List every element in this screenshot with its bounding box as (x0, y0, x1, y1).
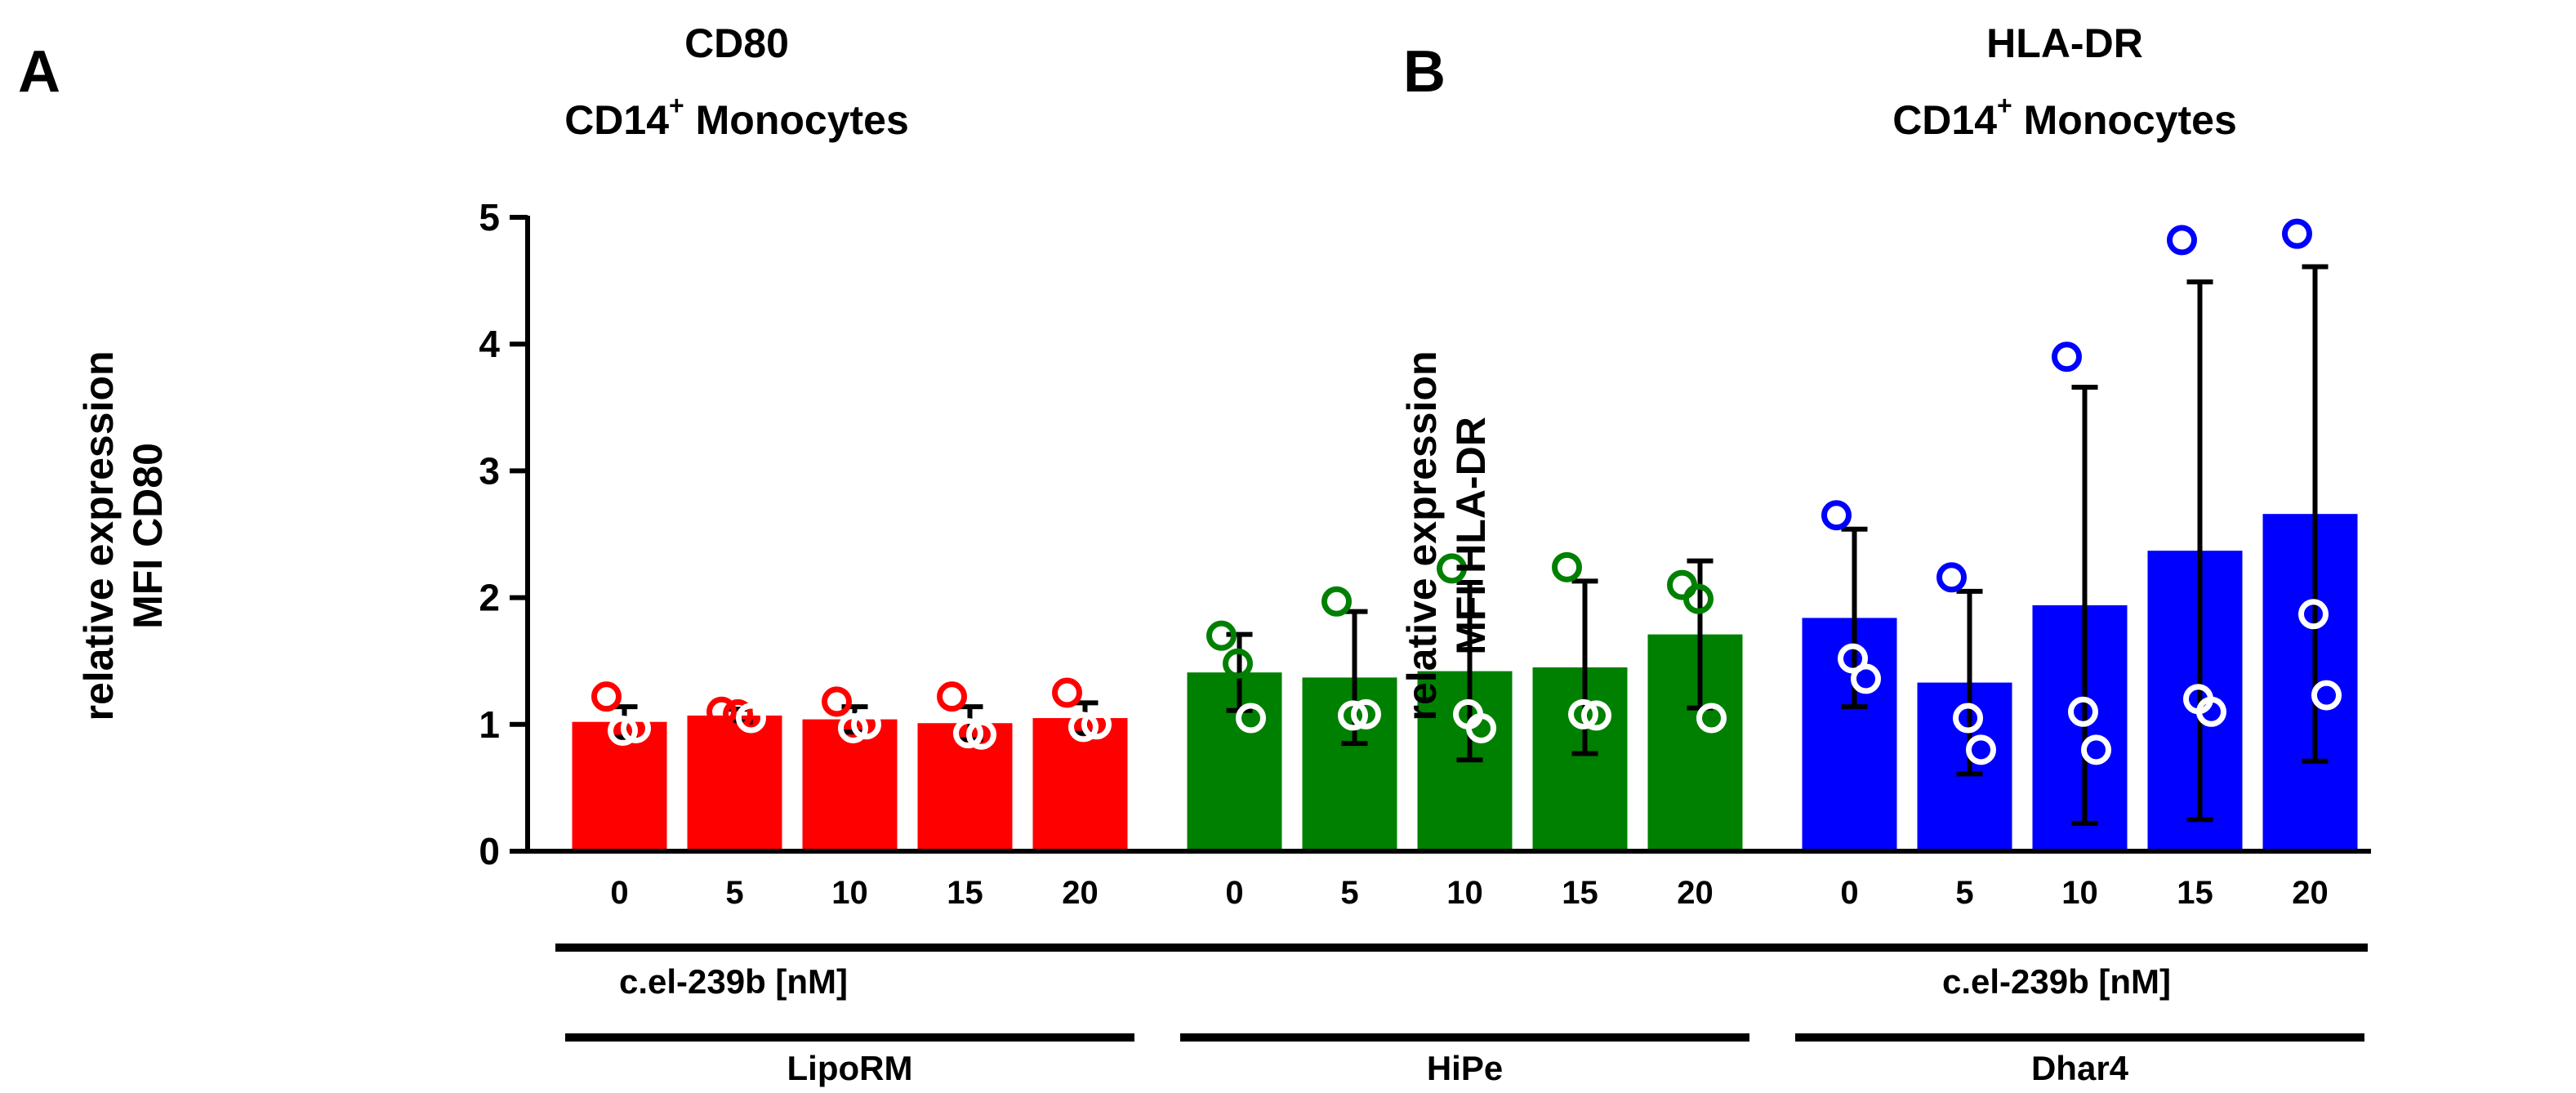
subtitle-sup-a: + (669, 91, 684, 120)
x-tick-label: 0 (1225, 875, 1243, 911)
data-point (953, 718, 983, 749)
bar-dhar4-5 (1917, 682, 2012, 851)
y-axis-title-line1-a: relative expression (76, 350, 122, 720)
x-tick-label: 15 (2177, 875, 2213, 911)
data-point (1696, 703, 1727, 734)
bar-dhar4-10 (2032, 604, 2128, 851)
data-point (1081, 709, 1112, 740)
group-label-dhar4: Dhar4 (2031, 1049, 2129, 1087)
data-point (1821, 500, 1852, 531)
data-point (851, 709, 881, 740)
data-point (1581, 700, 1611, 731)
subtitle-rest-a: Monocytes (684, 97, 909, 143)
x-tick-label: 15 (1562, 875, 1598, 911)
x-axis-title-a: c.el-239b [nM] (619, 962, 848, 1001)
bar-hipe-0 (1187, 672, 1282, 851)
bar-dhar4-15 (2147, 551, 2243, 851)
group-label-hipe: HiPe (1427, 1049, 1503, 1087)
data-point (2167, 225, 2197, 256)
x-tick-label: 10 (831, 875, 868, 911)
y-axis-title-line2-b: MFI HLA-DR (1448, 417, 1494, 655)
chart-title-a: CD80 (684, 20, 789, 66)
data-point (1936, 562, 1967, 593)
data-point (1568, 698, 1598, 729)
y-tick-label: 0 (479, 830, 500, 872)
panel-letter-a: A (18, 39, 60, 105)
x-tick-label: 20 (2292, 875, 2329, 911)
data-point (1068, 712, 1099, 743)
x-tick-label: 0 (610, 875, 628, 911)
subtitle-main-a: CD14 (564, 97, 669, 143)
data-point (608, 716, 638, 747)
data-point (1851, 663, 1881, 694)
chart-subtitle-b: CD14+ Monocytes (1892, 91, 2237, 143)
group-label-liporm: LipoRM (787, 1049, 913, 1087)
data-point (2311, 680, 2342, 711)
bar-hipe-15 (1532, 667, 1628, 851)
data-point (1223, 648, 1253, 679)
y-tick-label: 2 (479, 577, 500, 619)
x-tick-label: 10 (1446, 875, 1483, 911)
data-point (1437, 553, 1467, 584)
data-point (838, 712, 868, 743)
bar-liporm-5 (687, 715, 782, 851)
subtitle-main-b: CD14 (1892, 97, 1997, 143)
data-point (1351, 698, 1381, 729)
x-tick-label: 5 (1955, 875, 1973, 911)
y-tick-label: 3 (479, 449, 500, 492)
x-tick-label: 5 (725, 875, 743, 911)
data-point (937, 681, 967, 712)
data-point (1338, 700, 1368, 731)
data-point (2196, 696, 2226, 727)
data-point (736, 703, 766, 734)
panel-a: A CD80 CD14+ Monocytes relative expressi… (18, 20, 2371, 1087)
data-point (706, 696, 737, 727)
chart-title-b: HLA-DR (1986, 20, 2143, 66)
y-tick-label: 1 (479, 703, 500, 746)
subtitle-sup-b: + (1997, 91, 2012, 120)
data-point (966, 719, 996, 750)
data-point (2081, 734, 2111, 765)
data-point (1838, 643, 1868, 674)
data-point (1052, 677, 1082, 708)
data-point (822, 686, 852, 717)
x-tick-label: 0 (1840, 875, 1858, 911)
x-tick-label: 20 (1062, 875, 1099, 911)
data-point (1552, 551, 1582, 582)
y-axis-title-line2-a: MFI CD80 (125, 443, 171, 629)
data-point (2068, 696, 2098, 727)
data-point (1683, 583, 1714, 614)
panel-letter-b: B (1403, 39, 1446, 105)
data-point (1466, 712, 1496, 743)
x-tick-label: 20 (1677, 875, 1714, 911)
x-axis-title-b: c.el-239b [nM] (1942, 962, 2171, 1001)
data-point (723, 698, 753, 729)
chart-subtitle-a: CD14+ Monocytes (564, 91, 909, 143)
data-point (591, 681, 622, 712)
x-tick-label: 5 (1340, 875, 1358, 911)
x-tick-label: 10 (2061, 875, 2098, 911)
bar-hipe-20 (1647, 634, 1743, 851)
y-tick-label: 5 (479, 196, 500, 239)
bar-dhar4-20 (2262, 514, 2358, 851)
x-tick-label: 15 (947, 875, 983, 911)
data-point (1321, 586, 1352, 617)
data-point (621, 712, 651, 743)
bar-dhar4-0 (1802, 618, 1897, 851)
data-point (1966, 734, 1996, 765)
data-point (2298, 599, 2329, 630)
data-point (1236, 703, 1266, 734)
y-tick-label: 4 (479, 323, 500, 365)
panel-b: B HLA-DR CD14+ Monocytes relative expres… (1399, 20, 2237, 1001)
subtitle-rest-b: Monocytes (2012, 97, 2237, 143)
plot-area-a: 0 1 2 3 4 5 0 5 10 15 20 LipoRM 0 5 10 15 20 HiPe 0 5 10 15 20… (479, 196, 2371, 1087)
data-point (1206, 620, 1237, 651)
y-axis-title-line1-b: relative expression (1399, 350, 1445, 720)
data-point (1953, 703, 1983, 734)
data-point (2282, 218, 2312, 249)
data-point (2052, 341, 2082, 373)
